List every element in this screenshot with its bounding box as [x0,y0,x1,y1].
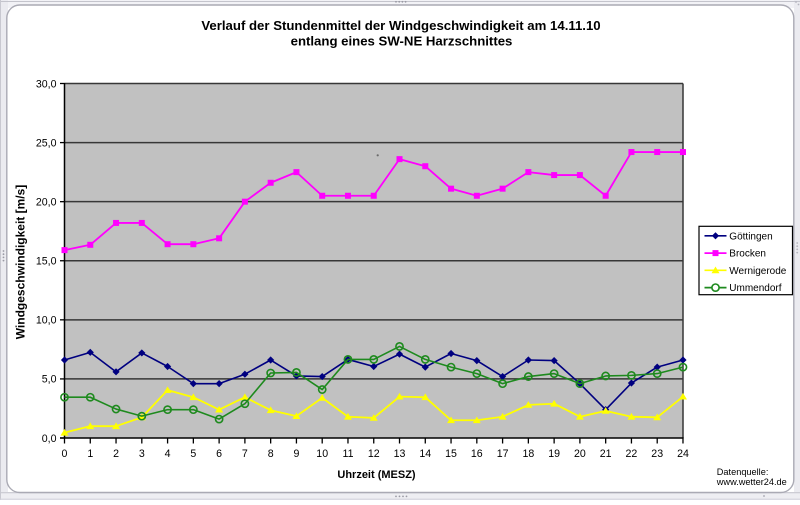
svg-text:7: 7 [242,448,248,460]
svg-text:19: 19 [548,448,560,460]
svg-text:3: 3 [139,448,145,460]
svg-text:20: 20 [574,448,586,460]
svg-text:14: 14 [419,448,431,460]
svg-text:5: 5 [190,448,196,460]
svg-text:30,0: 30,0 [36,78,57,90]
svg-text:25,0: 25,0 [36,137,57,149]
svg-text:Brocken: Brocken [729,249,766,260]
svg-text:4: 4 [165,448,171,460]
svg-text:6: 6 [216,448,222,460]
svg-text:9: 9 [293,448,299,460]
svg-text:www.wetter24.de: www.wetter24.de [716,477,787,487]
svg-text:Göttingen: Göttingen [729,231,772,242]
svg-text:0: 0 [62,448,68,460]
svg-text:13: 13 [394,448,406,460]
svg-text:Datenquelle:: Datenquelle: [717,467,769,477]
svg-text:11: 11 [342,448,353,460]
svg-text:0,0: 0,0 [42,433,57,445]
svg-text:Verlauf der Stundenmittel der: Verlauf der Stundenmittel der Windgeschw… [201,18,600,33]
svg-text:20,0: 20,0 [36,196,57,208]
svg-text:21: 21 [600,448,612,460]
svg-text:16: 16 [471,448,483,460]
svg-text:22: 22 [626,448,638,460]
svg-text:17: 17 [497,448,509,460]
svg-text:Windgeschwindigkeit [m/s]: Windgeschwindigkeit [m/s] [13,185,27,340]
svg-text:15: 15 [445,448,457,460]
svg-text:entlang eines SW-NE Harzschnit: entlang eines SW-NE Harzschnittes [291,33,513,48]
svg-text:1: 1 [87,448,93,460]
svg-text:5,0: 5,0 [42,374,57,386]
svg-text:24: 24 [677,448,689,460]
svg-text:Uhrzeit (MESZ): Uhrzeit (MESZ) [337,469,416,481]
svg-text:2: 2 [113,448,119,460]
svg-text:18: 18 [522,448,534,460]
svg-text:Ummendorf: Ummendorf [729,283,781,294]
svg-text:Wernigerode: Wernigerode [729,266,787,277]
svg-text:23: 23 [651,448,663,460]
svg-text:10,0: 10,0 [36,315,57,327]
svg-text:10: 10 [316,448,328,460]
svg-text:15,0: 15,0 [36,256,57,268]
svg-text:12: 12 [368,448,380,460]
svg-text:8: 8 [268,448,274,460]
